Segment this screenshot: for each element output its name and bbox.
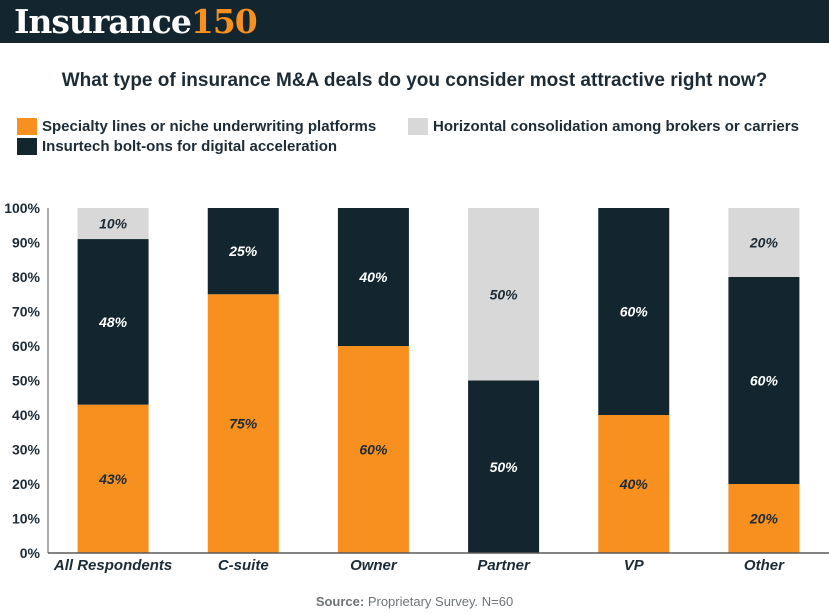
chart-title: What type of insurance M&A deals do you … bbox=[61, 70, 768, 91]
data-label: 48% bbox=[98, 314, 128, 330]
bar-segment bbox=[728, 484, 800, 553]
y-tick-label: 100% bbox=[4, 200, 40, 216]
bar-segment bbox=[337, 208, 409, 346]
bar-segment bbox=[728, 277, 800, 484]
y-tick-label: 70% bbox=[12, 304, 41, 320]
x-tick-label: Other bbox=[744, 557, 785, 574]
data-label: 40% bbox=[358, 269, 388, 285]
y-tick-label: 50% bbox=[12, 373, 41, 389]
y-tick-label: 90% bbox=[12, 235, 41, 251]
x-tick-label: All Respondents bbox=[53, 557, 172, 574]
logo-word: Insurance bbox=[14, 2, 192, 41]
data-label: 60% bbox=[750, 373, 779, 389]
source-text: Proprietary Survey. N=60 bbox=[364, 594, 514, 609]
y-tick-label: 80% bbox=[12, 269, 41, 285]
data-label: 50% bbox=[490, 459, 519, 475]
legend-item-specialty: Specialty lines or niche underwriting pl… bbox=[17, 117, 376, 135]
x-tick-label: C-suite bbox=[218, 557, 269, 574]
bar-segment bbox=[77, 404, 149, 553]
data-label: 10% bbox=[99, 216, 128, 232]
bar-segment bbox=[468, 208, 540, 381]
legend-swatch-specialty bbox=[17, 117, 37, 135]
source-label: Source: bbox=[315, 594, 365, 609]
data-label: 20% bbox=[749, 235, 779, 251]
legend-label-specialty: Specialty lines or niche underwriting pl… bbox=[42, 117, 377, 135]
data-label: 25% bbox=[228, 243, 258, 259]
data-label: 20% bbox=[749, 511, 779, 527]
y-tick-label: 30% bbox=[12, 442, 41, 458]
data-label: 60% bbox=[359, 442, 388, 458]
legend-swatch-insurtech bbox=[17, 137, 37, 155]
data-label: 43% bbox=[98, 471, 128, 487]
data-label: 50% bbox=[490, 286, 519, 302]
y-tick-label: 40% bbox=[12, 407, 41, 423]
header-bar: Insurance150 bbox=[0, 0, 829, 43]
bar-segment bbox=[77, 208, 149, 240]
bar-segment bbox=[728, 208, 800, 277]
bar-segment bbox=[468, 380, 540, 553]
x-tick-label: VP bbox=[624, 557, 645, 574]
y-tick-label: 60% bbox=[12, 338, 41, 354]
x-tick-label: Partner bbox=[477, 557, 531, 574]
logo-number: 150 bbox=[190, 2, 258, 41]
legend-swatch-horizontal bbox=[408, 117, 428, 135]
source-note: Source: Proprietary Survey. N=60 bbox=[0, 594, 829, 609]
data-label: 75% bbox=[229, 416, 258, 432]
data-label: 40% bbox=[619, 476, 649, 492]
legend-label-horizontal: Horizontal consolidation among brokers o… bbox=[433, 117, 799, 135]
y-tick-label: 0% bbox=[20, 545, 41, 561]
y-tick-label: 20% bbox=[12, 476, 41, 492]
legend-item-insurtech: Insurtech bolt-ons for digital accelerat… bbox=[17, 137, 337, 155]
bar-segment bbox=[207, 208, 279, 295]
bar-segment bbox=[337, 346, 409, 553]
x-tick-label: Owner bbox=[350, 557, 398, 574]
bar-segment bbox=[598, 208, 670, 415]
legend-item-horizontal: Horizontal consolidation among brokers o… bbox=[408, 117, 799, 135]
brand-logo: Insurance150 bbox=[14, 0, 258, 43]
y-tick-label: 10% bbox=[12, 511, 41, 527]
legend-label-insurtech: Insurtech bolt-ons for digital accelerat… bbox=[42, 137, 338, 155]
data-label: 60% bbox=[620, 304, 649, 320]
bar-segment bbox=[207, 294, 279, 553]
bar-segment bbox=[598, 415, 670, 553]
bar-segment bbox=[77, 239, 149, 405]
